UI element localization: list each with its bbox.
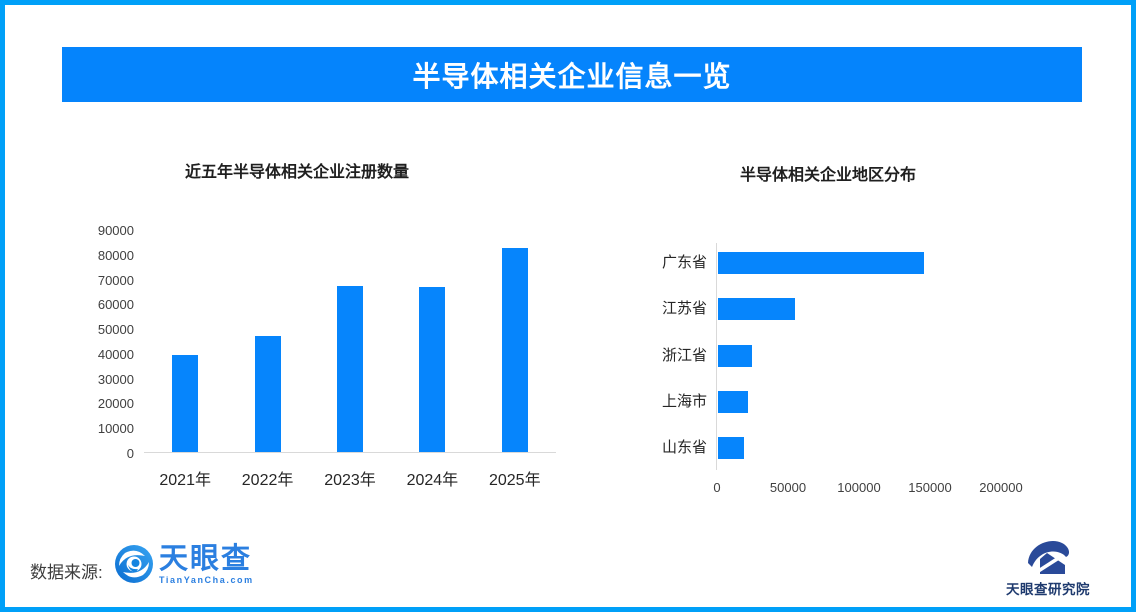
x-axis-label: 2023年 [324,472,376,489]
y-tick-label: 90000 [97,223,134,238]
data-source-label: 数据来源: [30,563,103,582]
research-institute-name: 天眼查研究院 [1006,582,1090,597]
bar-广东省 [718,252,924,274]
x-tick-label: 50000 [769,480,807,495]
y-tick-label: 10000 [97,421,134,437]
tianyancha-eye-icon [115,545,153,583]
x-tick-label: 150000 [908,480,952,495]
tianyancha-research-icon [1028,541,1070,574]
y-tick-label: 80000 [97,247,134,263]
bar-2024年 [419,287,446,452]
registrations-chart-plot: 2021年 2022年 2023年 2024年 2025年 0 10000 20000 3000… [98,223,556,489]
x-tick-label: 200000 [979,480,1023,495]
y-tick-label: 30000 [97,371,134,387]
y-tick-label: 60000 [97,297,134,313]
bar-山东省 [718,437,744,460]
y-tick-label: 0 [126,446,134,461]
y-tick-label: 70000 [97,272,134,288]
x-axis-label: 2025年 [488,472,541,489]
tianyancha-url-text: TianYanCha.com [159,575,254,585]
bar-2023年 [337,286,363,452]
y-tick-label: 40000 [97,346,134,362]
region-chart-plot: 广东省江苏省浙江省上海市山东省 0 50000 100000 150000 200000 [662,243,1023,495]
tianyancha-wordmark: 天眼查 TianYanCha.com [159,544,254,585]
tianyancha-logo: 天眼查 TianYanCha.com [114,544,254,585]
bar-2021年 [172,355,199,452]
category-label: 山东省 [661,439,707,457]
y-tick-label: 50000 [97,322,134,338]
x-axis-label: 2022年 [241,472,294,489]
y-tick-label: 20000 [97,396,134,412]
region-chart-title: 半导体相关企业地区分布 [740,167,917,184]
category-label: 上海市 [661,392,707,410]
page-title: 半导体相关企业信息一览 [412,60,732,92]
bar-江苏省 [718,298,795,321]
tianyancha-name: 天眼查 [159,543,253,575]
category-label: 浙江省 [661,346,707,364]
x-tick-label: 0 [713,480,721,495]
bar-上海市 [718,390,748,413]
bar-2025年 [501,247,528,452]
tianyancha-research-logo: 天眼查研究院 [998,536,1098,598]
bar-浙江省 [718,344,753,367]
registrations-chart-title: 近五年半导体相关企业注册数量 [185,164,410,181]
header-banner: 半导体相关企业信息一览 [62,47,1082,102]
category-label: 广东省 [661,254,707,271]
bar-2022年 [254,335,281,452]
x-axis-label: 2024年 [406,472,459,489]
x-axis-label: 2021年 [159,472,211,489]
category-label: 江苏省 [661,300,707,318]
x-tick-label: 100000 [837,480,881,495]
